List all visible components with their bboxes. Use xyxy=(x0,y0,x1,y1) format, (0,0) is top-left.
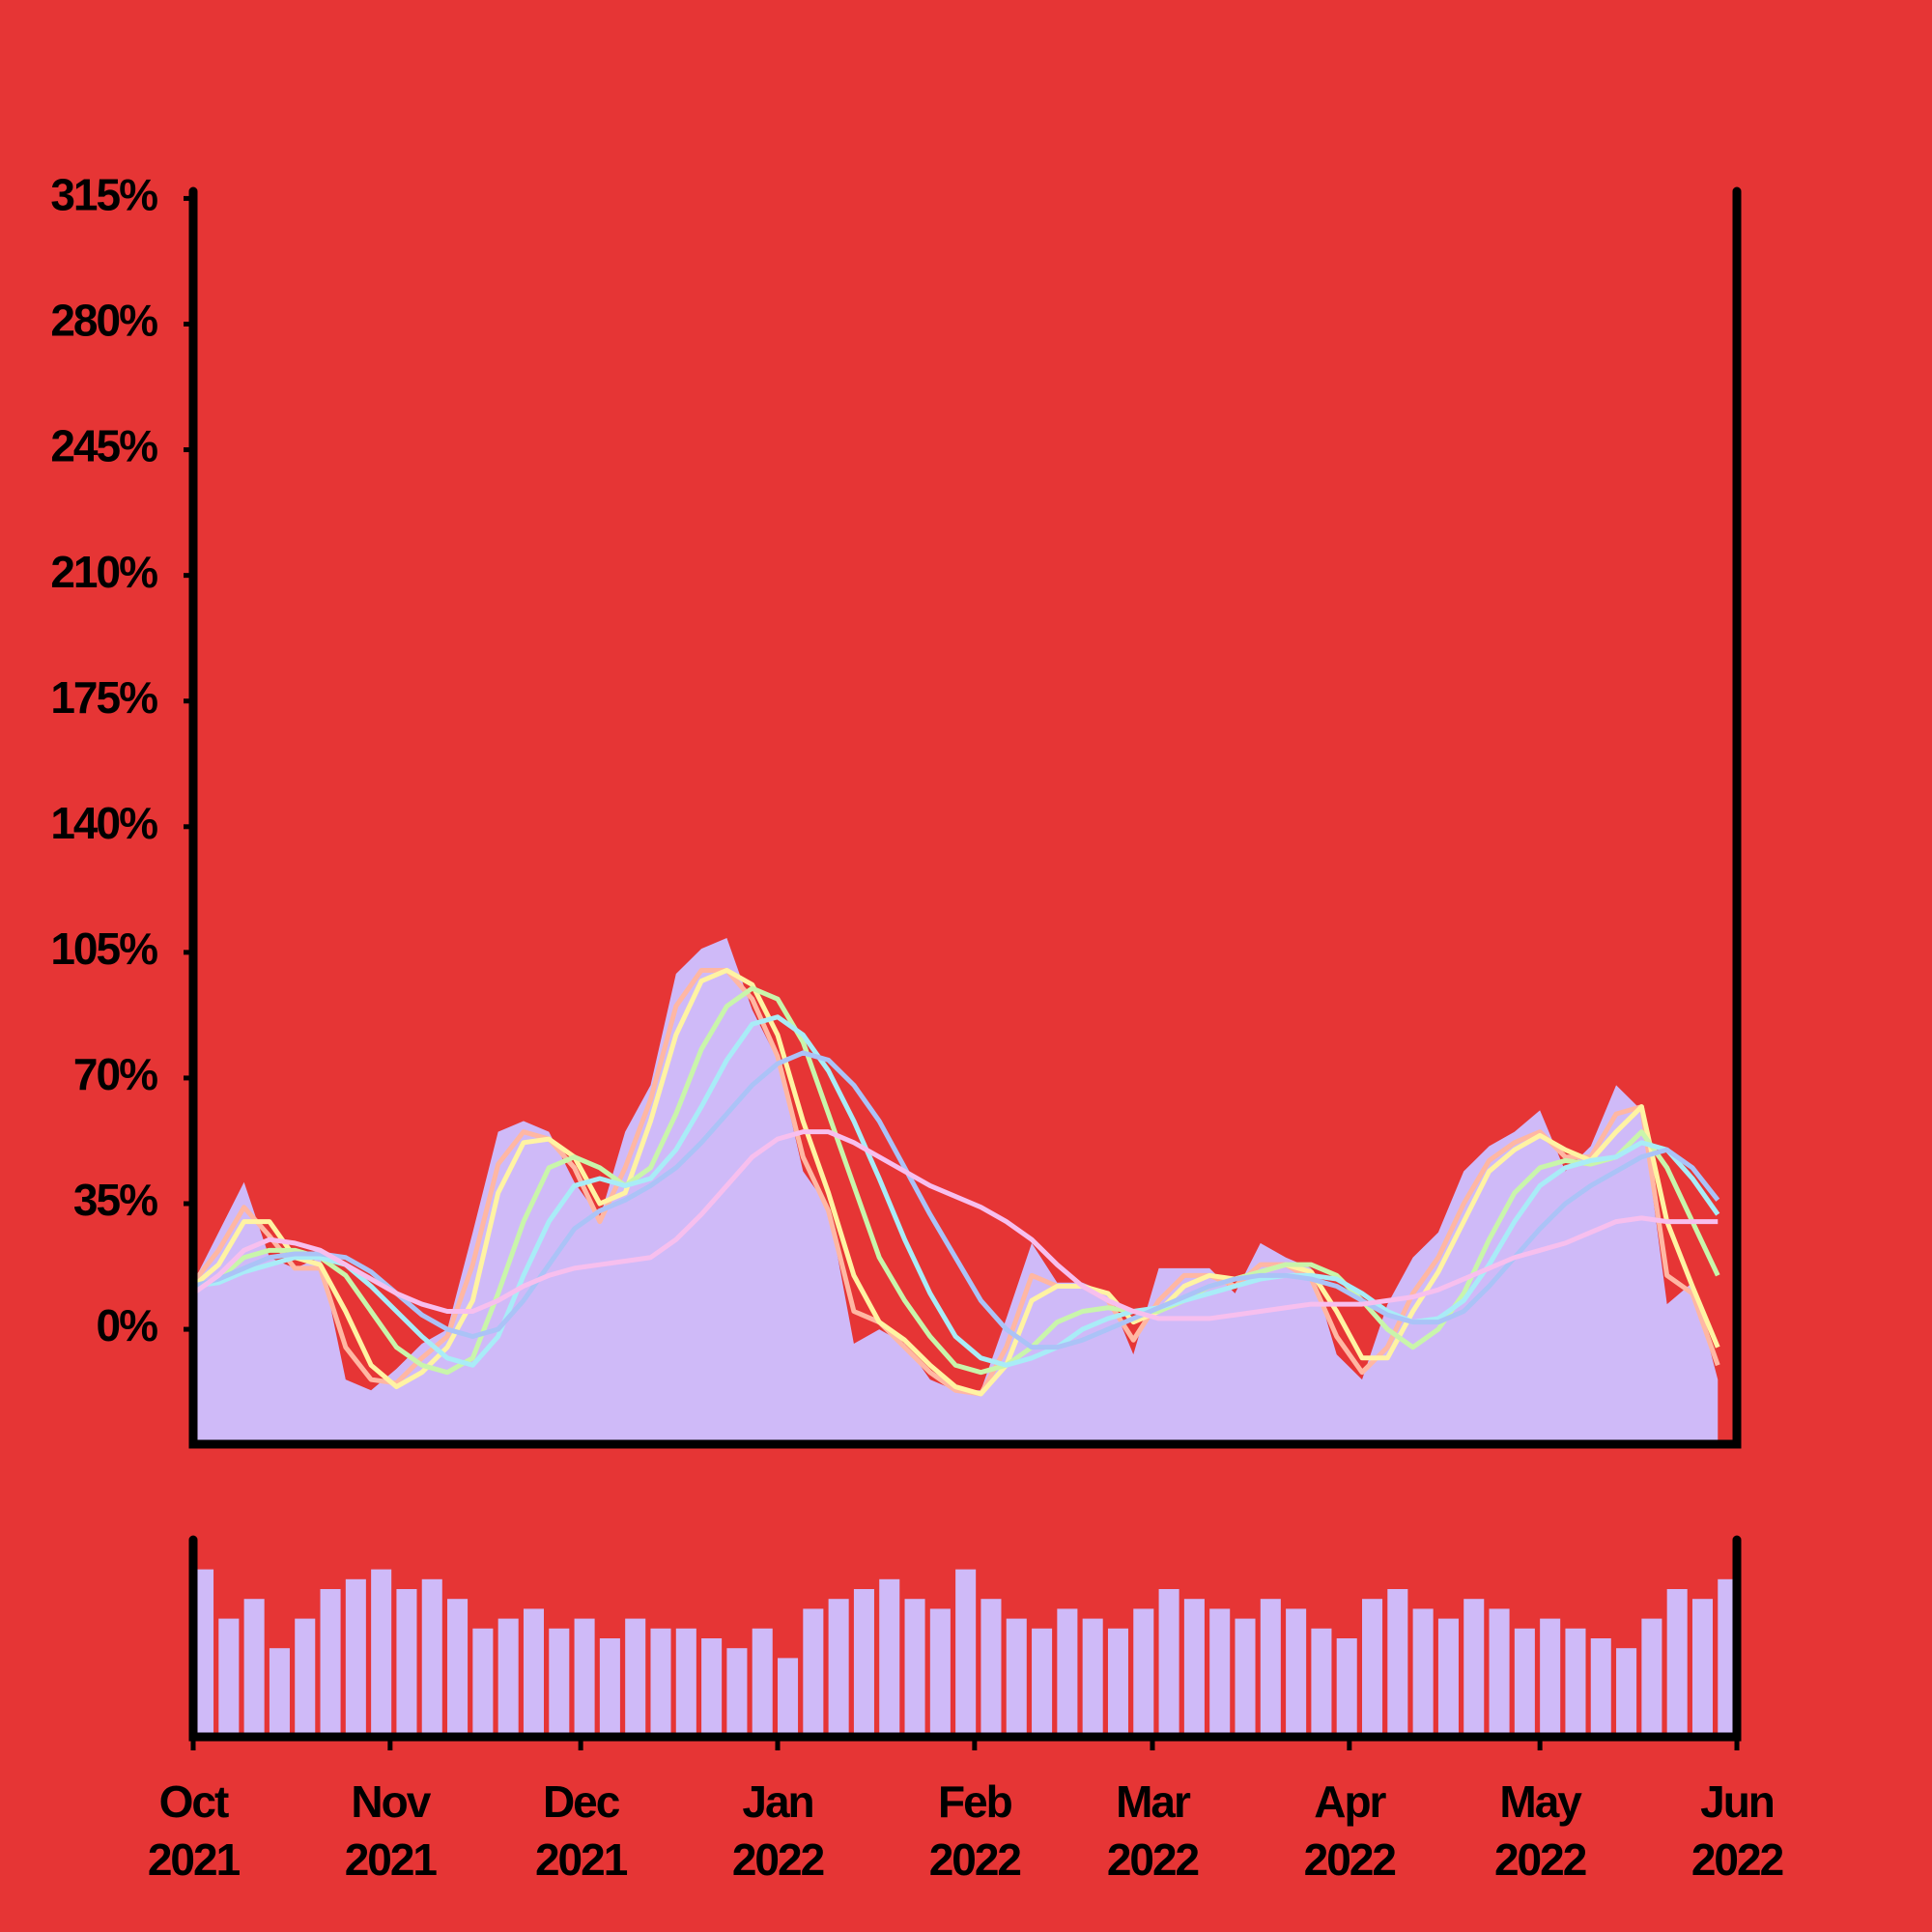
volume-bar xyxy=(1032,1628,1053,1737)
volume-bar xyxy=(625,1618,646,1737)
y-tick-label: 245% xyxy=(50,421,157,471)
volume-bar xyxy=(752,1628,773,1737)
volume-bar xyxy=(1107,1628,1129,1737)
volume-bar xyxy=(549,1628,570,1737)
volume-bar xyxy=(1362,1599,1383,1737)
line xyxy=(191,967,1720,1397)
volume-bar xyxy=(853,1589,874,1737)
volume-bar xyxy=(218,1618,240,1737)
line xyxy=(191,967,1720,1397)
volume-bar xyxy=(980,1599,1002,1737)
volume-bar xyxy=(447,1599,469,1737)
volume-bar xyxy=(1311,1628,1332,1737)
volume-bar xyxy=(193,1569,214,1737)
x-tick-label: Nov 2021 xyxy=(344,1776,438,1885)
volume-bar xyxy=(1260,1599,1281,1737)
volume-bar xyxy=(803,1608,824,1737)
volume-bar xyxy=(1235,1618,1256,1737)
volume-bar xyxy=(778,1658,799,1737)
volume-bar xyxy=(1437,1618,1459,1737)
volume-bar xyxy=(1133,1608,1154,1737)
volume-bar xyxy=(295,1618,316,1737)
line xyxy=(192,1050,1720,1350)
volume-bar xyxy=(1158,1589,1179,1737)
volume-bar xyxy=(1412,1608,1434,1737)
volume-bar xyxy=(574,1618,595,1737)
volume-bar xyxy=(320,1589,341,1737)
volume-bar xyxy=(269,1648,290,1737)
volume-bar xyxy=(701,1638,723,1737)
y-tick-label: 105% xyxy=(50,923,157,974)
volume-bar xyxy=(1336,1638,1357,1737)
volume-bar xyxy=(904,1599,925,1737)
y-tick-label: 280% xyxy=(50,296,157,346)
volume-bar xyxy=(675,1628,696,1737)
line xyxy=(192,985,1720,1376)
volume-bar xyxy=(650,1628,671,1737)
y-tick-label: 315% xyxy=(50,170,157,220)
volume-bar xyxy=(1691,1599,1714,1737)
y-tick-label: 210% xyxy=(50,547,157,597)
volume-bar xyxy=(1387,1589,1408,1737)
line xyxy=(191,1129,1719,1321)
y-tick-label: 0% xyxy=(97,1300,158,1350)
y-tick-label: 35% xyxy=(73,1175,157,1225)
volume-bar xyxy=(879,1578,900,1737)
volume-bar xyxy=(1666,1589,1688,1737)
volume-bar xyxy=(1057,1608,1078,1737)
volume-bar xyxy=(1616,1648,1637,1737)
volume-bar xyxy=(599,1638,620,1737)
x-tick-label: May 2022 xyxy=(1493,1776,1587,1885)
volume-bar xyxy=(243,1599,265,1737)
volume-bar xyxy=(1489,1608,1510,1737)
volume-bar xyxy=(1286,1608,1307,1737)
volume-bar xyxy=(1514,1628,1535,1737)
volume-bar xyxy=(523,1608,545,1737)
volume-bar xyxy=(1183,1599,1205,1737)
volume-bar xyxy=(828,1599,849,1737)
volume-bar xyxy=(929,1608,951,1737)
x-tick-label: Jan 2022 xyxy=(731,1776,825,1885)
volume-bar xyxy=(1565,1628,1586,1737)
line xyxy=(192,1014,1720,1368)
volume-bar xyxy=(1082,1618,1103,1737)
volume-bar xyxy=(371,1569,392,1737)
volume-bar xyxy=(472,1628,494,1737)
volume-bar xyxy=(421,1578,442,1737)
y-tick-label: 70% xyxy=(73,1049,157,1099)
volume-bar xyxy=(1209,1608,1231,1737)
x-tick-label: Jun 2022 xyxy=(1690,1776,1784,1885)
x-tick-label: Oct 2021 xyxy=(147,1776,241,1885)
volume-bar xyxy=(1540,1618,1561,1737)
volume-bar xyxy=(1590,1638,1611,1737)
x-tick-label: Apr 2022 xyxy=(1303,1776,1397,1885)
axis-frame xyxy=(188,186,1742,1449)
volume-bar xyxy=(955,1569,977,1737)
x-tick-label: Dec 2021 xyxy=(534,1776,628,1885)
axis-frame xyxy=(188,1535,1742,1742)
volume-bar xyxy=(1641,1618,1662,1737)
y-tick-label: 140% xyxy=(50,798,157,848)
x-tick-label: Feb 2022 xyxy=(928,1776,1022,1885)
x-tick-label: Mar 2022 xyxy=(1106,1776,1200,1885)
area xyxy=(193,937,1719,1444)
volume-bar xyxy=(345,1578,366,1737)
volume-bar xyxy=(497,1618,519,1737)
volume-bar xyxy=(1463,1599,1485,1737)
volume-bar xyxy=(396,1589,417,1737)
y-tick-label: 175% xyxy=(50,672,157,723)
volume-bar xyxy=(1006,1618,1027,1737)
volume-bar xyxy=(726,1648,748,1737)
